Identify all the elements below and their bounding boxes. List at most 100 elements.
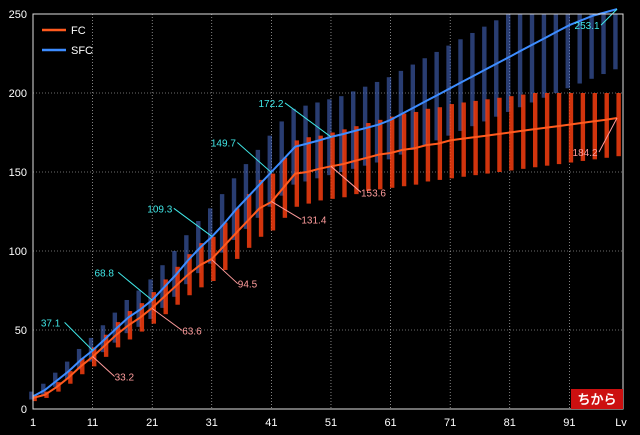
- sfc-range-bar: [482, 26, 487, 122]
- fc-annotation-leader: [271, 200, 302, 220]
- y-tick-label: 250: [9, 9, 27, 21]
- title-badge: ちから: [571, 389, 623, 409]
- y-tick-label: 100: [9, 246, 27, 258]
- sfc-range-bar: [470, 32, 475, 127]
- sfc-range-bar: [279, 121, 284, 196]
- sfc-annotation-leader: [117, 271, 153, 301]
- x-axis-label: Lv: [615, 417, 627, 429]
- sfc-annotation-label: 172.2: [258, 99, 283, 110]
- sfc-range-bar: [529, 14, 535, 103]
- fc-range-bar: [556, 93, 562, 165]
- sfc-range-bar: [76, 348, 82, 370]
- sfc-range-bar: [184, 235, 189, 285]
- fc-range-bar: [544, 93, 550, 166]
- fc-range-bar: [56, 382, 61, 392]
- fc-annotation-leader: [151, 308, 183, 331]
- sfc-annotation-leader: [237, 142, 272, 173]
- series-lines: [32, 8, 618, 399]
- fc-range-bar: [282, 157, 288, 218]
- sfc-annotation-label: 149.7: [211, 138, 236, 149]
- legend: FC SFC: [42, 25, 93, 57]
- sfc-range-bar: [207, 208, 213, 264]
- x-tick-label: 81: [504, 417, 516, 429]
- sfc-range-bar: [505, 14, 511, 112]
- x-tick-label: 21: [146, 417, 158, 429]
- sfc-range-bar: [64, 361, 70, 379]
- sfc-range-bar: [112, 312, 118, 343]
- sfc-range-bar: [446, 45, 451, 136]
- sfc-annotation-leader: [284, 102, 332, 138]
- sfc-line: [32, 8, 618, 398]
- fc-range-bar: [151, 292, 156, 324]
- sfc-range-bar: [565, 14, 570, 89]
- title-badge-background: [571, 389, 623, 409]
- sfc-range-bar: [53, 372, 58, 387]
- fc-range-bar: [68, 371, 73, 384]
- title-badge-label: ちから: [577, 393, 616, 408]
- sfc-annotation-leader: [64, 322, 93, 351]
- sfc-range-bar: [601, 14, 606, 75]
- fc-range-bar: [187, 254, 192, 296]
- sfc-range-bar: [553, 14, 559, 93]
- fc-range-bar: [80, 358, 85, 375]
- annotations: 33.2 63.6 94.5 131.4 153.6 184.2 37.1 68.8 109.3…: [41, 8, 618, 384]
- fc-range-bar: [163, 279, 168, 315]
- fc-range-bar: [461, 102, 466, 177]
- sfc-range-bar: [613, 14, 618, 70]
- sfc-range-bar: [219, 194, 225, 253]
- fc-range-bar: [103, 334, 109, 357]
- fc-range-bar: [568, 93, 574, 163]
- sfc-range-bar: [255, 149, 261, 218]
- fc-annotation-label: 94.5: [238, 280, 258, 291]
- fc-range-bar: [223, 222, 228, 270]
- fc-range-bar: [592, 93, 598, 160]
- sfc-range-bar: [29, 391, 34, 400]
- fc-range-bar: [175, 266, 180, 305]
- x-tick-label: 71: [444, 417, 456, 429]
- sfc-annotation-leader: [600, 8, 618, 26]
- fc-annotation-label: 63.6: [182, 327, 202, 338]
- fc-range-bar: [91, 347, 97, 367]
- y-tick-label: 200: [9, 88, 27, 100]
- fc-annotation-label: 131.4: [301, 215, 326, 226]
- fc-range-bar: [533, 93, 538, 168]
- fc-range-bar: [580, 93, 586, 161]
- sfc-range-bar: [494, 20, 499, 117]
- fc-line: [32, 117, 618, 399]
- fc-annotation-label: 33.2: [115, 373, 135, 384]
- sfc-range-bar: [160, 265, 165, 308]
- x-tick-label: 91: [563, 417, 575, 429]
- sfc-range-bar: [362, 86, 368, 166]
- sfc-annotation-label: 68.8: [94, 268, 114, 279]
- fc-range-bar: [211, 236, 216, 282]
- fc-range-bar: [521, 94, 526, 169]
- sfc-range-bar: [231, 178, 237, 240]
- x-tick-label: 11: [87, 417, 98, 429]
- sfc-range-bar: [136, 290, 141, 327]
- fc-range-bar: [616, 93, 621, 157]
- sfc-annotation-label: 253.1: [575, 21, 600, 32]
- x-tick-label: 1: [30, 417, 36, 429]
- sfc-annotation-label: 37.1: [41, 318, 61, 329]
- x-tick-label: 61: [384, 417, 396, 429]
- fc-annotation-label: 184.2: [573, 148, 598, 159]
- sfc-legend-label: SFC: [71, 45, 93, 57]
- fc-annotation-leader: [211, 259, 239, 285]
- y-tick-label: 50: [15, 325, 27, 337]
- sfc-range-bar: [124, 299, 129, 334]
- fc-range-bar: [604, 93, 609, 158]
- x-tick-label: 51: [325, 417, 337, 429]
- sfc-range-bar: [351, 91, 356, 169]
- fc-annotation-leader: [330, 165, 362, 193]
- sfc-range-bar: [386, 77, 392, 160]
- sfc-range-bar: [41, 383, 46, 395]
- sfc-range-bar: [577, 14, 582, 84]
- sfc-range-bar: [398, 70, 404, 155]
- fc-annotation-leader: [92, 356, 115, 377]
- fc-range-bar: [473, 100, 478, 176]
- x-tick-label: 41: [265, 417, 277, 429]
- sfc-range-bar: [196, 220, 201, 274]
- y-tick-label: 0: [21, 404, 27, 416]
